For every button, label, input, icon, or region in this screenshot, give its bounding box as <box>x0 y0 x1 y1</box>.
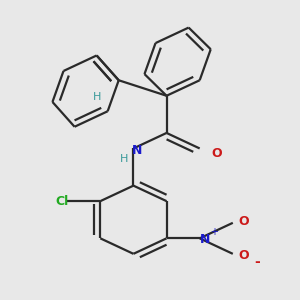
Text: H: H <box>92 92 101 102</box>
Text: H: H <box>120 154 128 164</box>
Text: +: + <box>210 227 218 237</box>
Text: O: O <box>238 249 249 262</box>
Text: N: N <box>132 143 142 157</box>
Text: -: - <box>254 255 260 268</box>
Text: O: O <box>211 147 222 160</box>
Text: N: N <box>200 233 210 246</box>
Text: O: O <box>238 215 249 228</box>
Text: Cl: Cl <box>55 195 68 208</box>
